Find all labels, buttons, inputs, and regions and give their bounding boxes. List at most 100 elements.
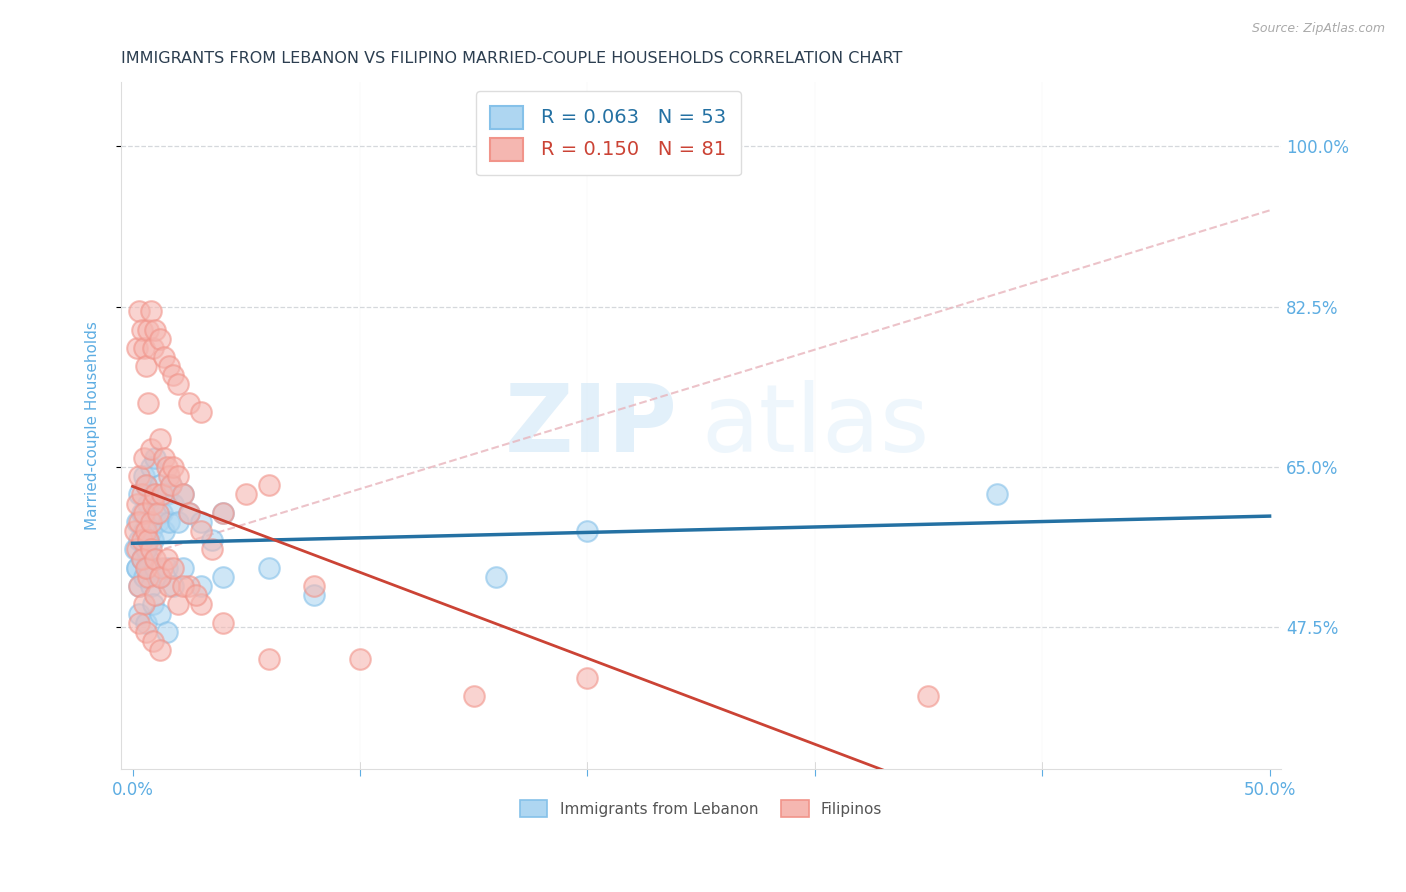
Point [142, 598, 165, 612]
Point [125, 497, 148, 511]
Point [167, 377, 190, 392]
Point [149, 478, 172, 492]
Point [157, 579, 180, 593]
Point [190, 405, 212, 419]
Text: atlas: atlas [702, 380, 929, 472]
Point [132, 598, 155, 612]
Point [142, 533, 165, 548]
Point [149, 570, 172, 584]
Point [143, 588, 166, 602]
Point [190, 579, 212, 593]
Point [172, 579, 194, 593]
Point [128, 487, 150, 501]
Point [179, 506, 201, 520]
Point [138, 551, 160, 566]
Point [149, 643, 172, 657]
Y-axis label: Married-couple Households: Married-couple Households [86, 321, 100, 530]
Point [576, 524, 599, 538]
Point [128, 515, 150, 529]
Point [212, 570, 235, 584]
Point [167, 598, 190, 612]
Point [125, 341, 148, 355]
Point [135, 478, 157, 492]
Point [128, 469, 150, 483]
Point [156, 487, 179, 501]
Point [157, 515, 180, 529]
Point [128, 615, 150, 630]
Point [124, 524, 146, 538]
Point [212, 506, 235, 520]
Point [138, 497, 160, 511]
Text: IMMIGRANTS FROM LEBANON VS FILIPINO MARRIED-COUPLE HOUSEHOLDS CORRELATION CHART: IMMIGRANTS FROM LEBANON VS FILIPINO MARR… [121, 51, 903, 66]
Point [156, 551, 179, 566]
Point [125, 515, 148, 529]
Point [135, 359, 157, 373]
Point [143, 560, 166, 574]
Point [128, 533, 150, 548]
Point [135, 615, 157, 630]
Point [131, 551, 153, 566]
Point [172, 560, 194, 574]
Point [128, 304, 150, 318]
Point [235, 487, 257, 501]
Point [135, 542, 157, 557]
Point [576, 671, 599, 685]
Point [986, 487, 1008, 501]
Point [135, 478, 157, 492]
Point [131, 551, 153, 566]
Point [132, 469, 155, 483]
Point [172, 487, 194, 501]
Point [135, 542, 157, 557]
Point [132, 341, 155, 355]
Point [156, 459, 179, 474]
Point [304, 588, 326, 602]
Point [139, 515, 162, 529]
Point [138, 533, 160, 548]
Point [139, 542, 162, 557]
Point [162, 497, 184, 511]
Text: ZIP: ZIP [505, 380, 678, 472]
Point [146, 506, 169, 520]
Point [149, 332, 172, 346]
Point [463, 689, 485, 703]
Point [160, 478, 183, 492]
Point [143, 551, 166, 566]
Point [149, 607, 172, 621]
Point [128, 579, 150, 593]
Point [139, 524, 162, 538]
Point [162, 368, 184, 383]
Point [139, 459, 162, 474]
Point [179, 579, 201, 593]
Point [179, 506, 201, 520]
Point [150, 487, 173, 501]
Point [156, 624, 179, 639]
Point [162, 560, 184, 574]
Point [190, 524, 212, 538]
Point [257, 478, 280, 492]
Point [160, 478, 183, 492]
Point [167, 469, 190, 483]
Point [142, 341, 165, 355]
Point [128, 579, 150, 593]
Point [212, 615, 235, 630]
Point [146, 515, 169, 529]
Point [132, 506, 155, 520]
Point [917, 689, 939, 703]
Point [138, 570, 160, 584]
Point [156, 560, 179, 574]
Point [201, 542, 224, 557]
Point [153, 350, 176, 364]
Point [131, 506, 153, 520]
Point [139, 304, 162, 318]
Point [138, 560, 160, 574]
Point [139, 442, 162, 456]
Point [150, 560, 173, 574]
Point [131, 322, 153, 336]
Point [131, 551, 153, 566]
Point [162, 579, 184, 593]
Point [162, 459, 184, 474]
Point [190, 598, 212, 612]
Point [143, 506, 166, 520]
Point [142, 487, 165, 501]
Text: Source: ZipAtlas.com: Source: ZipAtlas.com [1251, 22, 1385, 36]
